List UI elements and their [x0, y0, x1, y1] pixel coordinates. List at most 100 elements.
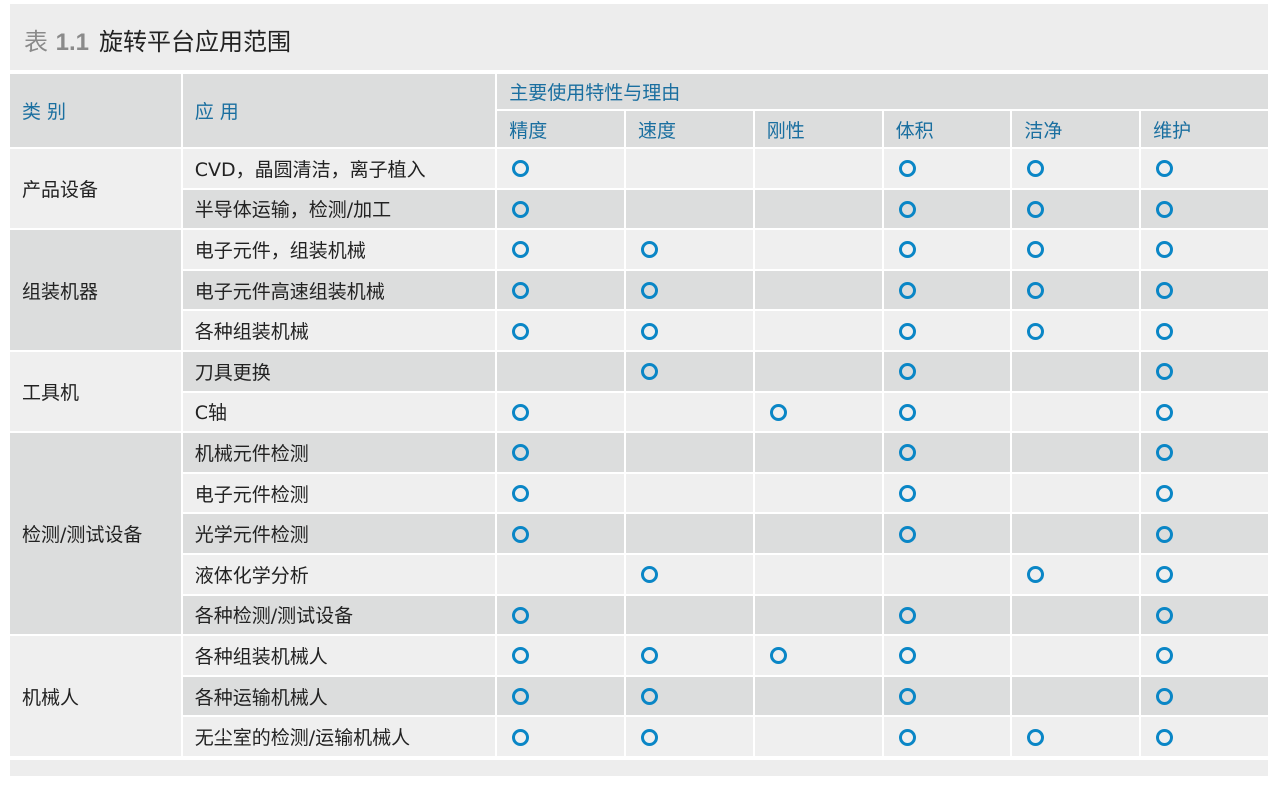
table-caption: 表 1.1 旋转平台应用范围	[24, 22, 291, 57]
mark-cell	[625, 433, 753, 472]
table-footer-bar	[10, 760, 1268, 776]
table-row: 检测/测试设备 机械元件检测	[10, 433, 1268, 635]
circle-mark-icon	[898, 647, 916, 665]
mark-cell	[754, 149, 882, 188]
category-cell: 检测/测试设备	[10, 433, 181, 635]
circle-mark-icon	[512, 403, 530, 421]
circle-mark-icon	[898, 525, 916, 543]
mark-cell	[883, 433, 1011, 472]
mark-cell	[1141, 595, 1268, 635]
header-col-0: 精度	[497, 111, 624, 147]
application-cell: 光学元件检测	[182, 514, 496, 553]
table-row: 半导体运输，检测/加工	[10, 189, 1268, 229]
mark-cell	[497, 351, 624, 391]
mark-cell	[1141, 149, 1268, 188]
mark-cell	[625, 676, 753, 716]
mark-cell	[754, 270, 882, 310]
caption-text: 旋转平台应用范围	[99, 28, 292, 56]
mark-cell	[883, 392, 1011, 432]
circle-mark-icon	[512, 322, 530, 340]
table-row: 产品设备 CVD，晶圆清洁，离子植入	[10, 149, 1268, 229]
mark-cell	[497, 149, 624, 188]
circle-mark-icon	[1156, 606, 1174, 624]
application-cell: C轴	[182, 392, 496, 432]
mark-cell	[754, 351, 882, 391]
header-col-2: 刚性	[754, 111, 882, 147]
mark-cell	[497, 676, 624, 716]
circle-mark-icon	[898, 403, 916, 421]
mark-cell	[497, 717, 624, 756]
mark-cell	[1141, 433, 1268, 472]
application-cell: 半导体运输，检测/加工	[182, 189, 496, 229]
circle-mark-icon	[1156, 525, 1174, 543]
category-cell: 组装机器	[10, 230, 181, 350]
application-cell: 电子元件检测	[182, 473, 496, 513]
category-cell: 产品设备	[10, 149, 181, 229]
circle-mark-icon	[898, 363, 916, 381]
mark-cell	[1012, 514, 1140, 553]
mark-cell	[883, 230, 1011, 269]
mark-cell	[497, 433, 624, 472]
mark-cell	[497, 636, 624, 675]
circle-mark-icon	[1156, 322, 1174, 340]
application-cell: 机械元件检测	[182, 433, 496, 472]
application-cell: 各种运输机械人	[182, 676, 496, 716]
mark-cell	[883, 149, 1011, 188]
circle-mark-icon	[640, 688, 658, 706]
mark-cell	[625, 311, 753, 350]
table-caption-bar: 表 1.1 旋转平台应用范围	[10, 4, 1268, 70]
circle-mark-icon	[769, 647, 787, 665]
circle-mark-icon	[898, 241, 916, 259]
mark-cell	[625, 717, 753, 756]
circle-mark-icon	[1156, 566, 1174, 584]
circle-mark-icon	[640, 728, 658, 746]
table-row: C轴	[10, 392, 1268, 432]
header-col-1: 速度	[625, 111, 753, 147]
circle-mark-icon	[512, 282, 530, 300]
mark-cell	[1012, 230, 1140, 269]
mark-cell	[1141, 189, 1268, 229]
circle-mark-icon	[640, 566, 658, 584]
mark-cell	[497, 189, 624, 229]
circle-mark-icon	[1156, 485, 1174, 503]
mark-cell	[883, 514, 1011, 553]
header-col-4: 洁净	[1012, 111, 1140, 147]
table-row: 机械人 各种组装机械人	[10, 636, 1268, 756]
mark-cell	[625, 595, 753, 635]
application-cell: 各种组装机械	[182, 311, 496, 350]
circle-mark-icon	[898, 606, 916, 624]
mark-cell	[497, 595, 624, 635]
header-application: 应 用	[182, 74, 496, 147]
mark-cell	[754, 392, 882, 432]
mark-cell	[754, 311, 882, 350]
header-characteristics: 主要使用特性与理由	[497, 74, 1268, 109]
mark-cell	[883, 636, 1011, 675]
circle-mark-icon	[1156, 282, 1174, 300]
circle-mark-icon	[1156, 444, 1174, 462]
circle-mark-icon	[640, 647, 658, 665]
mark-cell	[1141, 311, 1268, 350]
circle-mark-icon	[1156, 647, 1174, 665]
mark-cell	[883, 554, 1011, 594]
table-row: 各种检测/测试设备	[10, 595, 1268, 635]
mark-cell	[497, 554, 624, 594]
mark-cell	[883, 351, 1011, 391]
mark-cell	[1012, 676, 1140, 716]
table-row: 电子元件高速组装机械	[10, 270, 1268, 310]
mark-cell	[1012, 473, 1140, 513]
mark-cell	[1141, 636, 1268, 675]
mark-cell	[625, 270, 753, 310]
mark-cell	[883, 189, 1011, 229]
mark-cell	[883, 717, 1011, 756]
circle-mark-icon	[512, 728, 530, 746]
mark-cell	[754, 595, 882, 635]
table-row: 光学元件检测	[10, 514, 1268, 553]
circle-mark-icon	[512, 160, 530, 178]
table-row: 各种组装机械	[10, 311, 1268, 350]
header-category: 类 别	[10, 74, 181, 147]
mark-cell	[1012, 554, 1140, 594]
circle-mark-icon	[898, 322, 916, 340]
circle-mark-icon	[1027, 200, 1045, 218]
circle-mark-icon	[898, 444, 916, 462]
table-row: 无尘室的检测/运输机械人	[10, 717, 1268, 756]
